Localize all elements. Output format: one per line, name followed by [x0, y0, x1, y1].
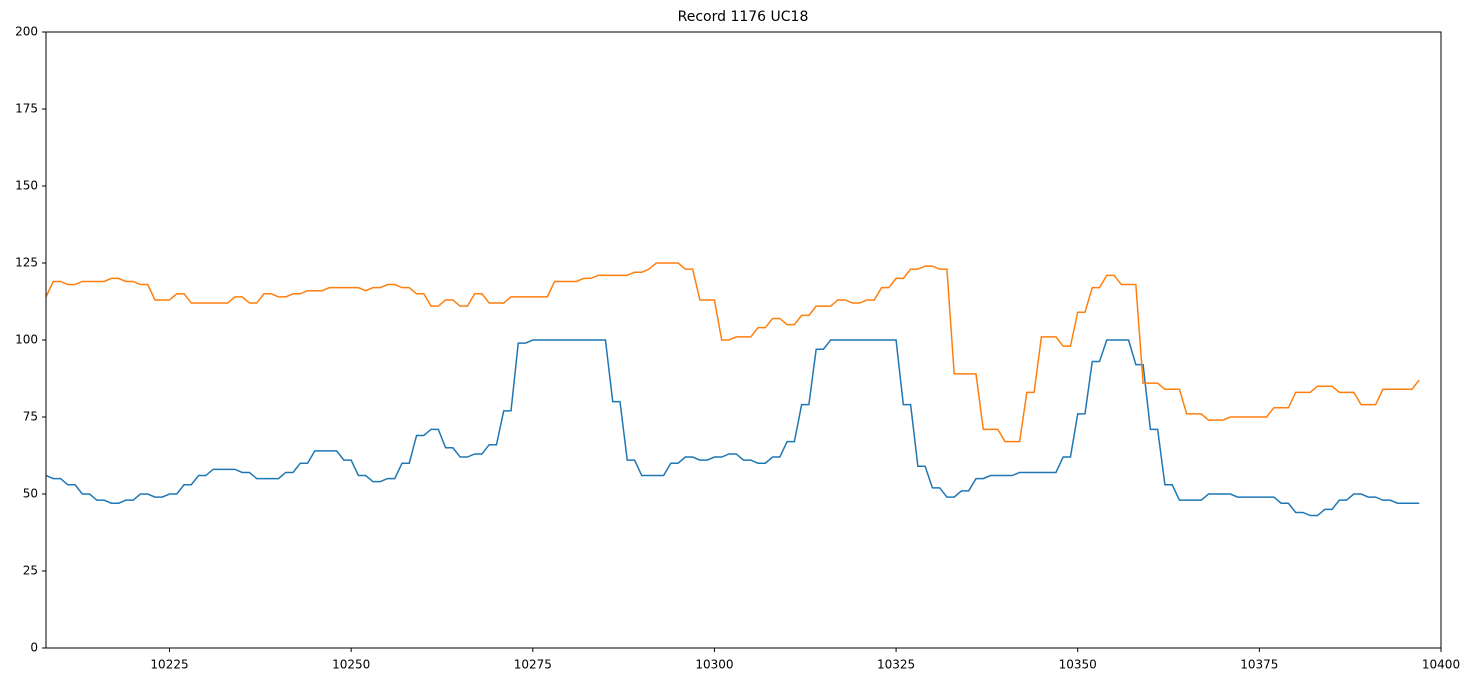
y-tick-label: 175	[15, 102, 38, 116]
y-tick-label: 50	[23, 487, 38, 501]
chart-title: Record 1176 UC18	[678, 9, 809, 25]
series-line	[45, 339, 1420, 517]
x-tick-label: 10350	[1059, 658, 1097, 672]
plot-frame	[45, 31, 1442, 649]
y-tick-label: 75	[23, 410, 38, 424]
series-line	[45, 262, 1420, 443]
y-tick-label: 100	[15, 333, 38, 347]
y-tick-label: 200	[15, 25, 38, 39]
x-tick-label: 10400	[1422, 658, 1460, 672]
x-tick-label: 10325	[877, 658, 915, 672]
y-tick-label: 25	[23, 564, 38, 578]
y-tick-label: 150	[15, 179, 38, 193]
x-tick-label: 10300	[695, 658, 733, 672]
x-tick-label: 10250	[332, 658, 370, 672]
y-tick-label: 125	[15, 256, 38, 270]
y-tick-label: 0	[30, 641, 38, 655]
x-tick-label: 10225	[150, 658, 188, 672]
x-tick-label: 10375	[1240, 658, 1278, 672]
x-tick-label: 10275	[514, 658, 552, 672]
